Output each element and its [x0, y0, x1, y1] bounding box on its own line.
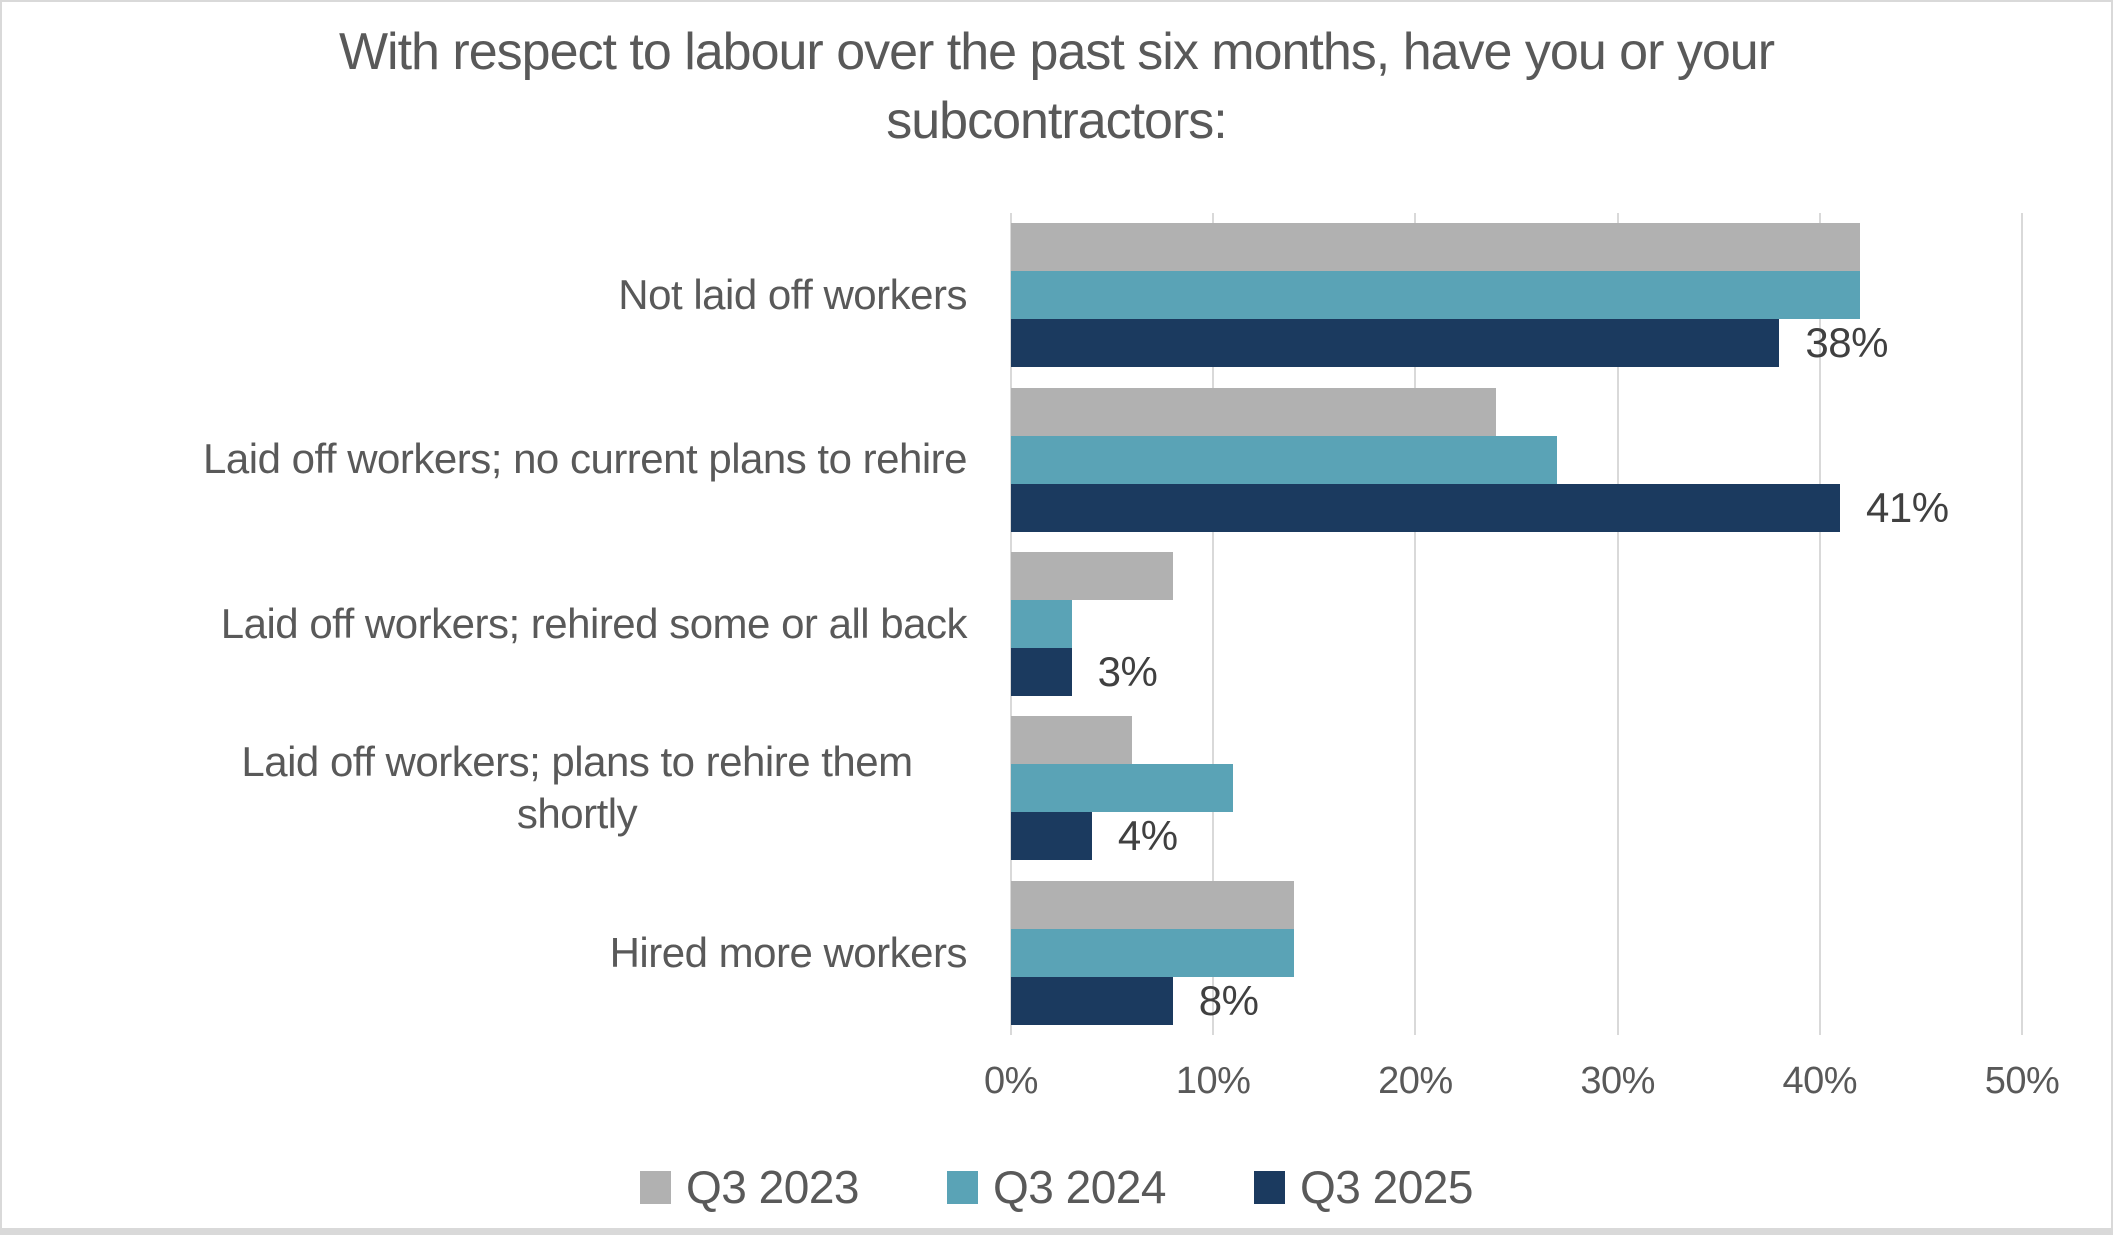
bar-q3-2023 [1011, 880, 1295, 929]
data-label: 41% [1866, 483, 1949, 531]
gridline [1414, 213, 1417, 1035]
category-label: Hired more workers [609, 928, 968, 976]
data-label: 3% [1097, 648, 1158, 696]
bar-q3-2024 [1011, 928, 1295, 977]
chart-title-line-1: With respect to labour over the past six… [338, 23, 1775, 81]
bar-q3-2025: 3% [1011, 648, 1158, 697]
legend-swatch-q3-2023 [640, 1170, 672, 1204]
category-label-row: Hired more workers [2, 871, 968, 1035]
chart-title: With respect to labour over the past six… [2, 18, 2111, 155]
axis-tick-label: 30% [1580, 1060, 1655, 1102]
data-label: 8% [1198, 976, 1259, 1024]
axis-tick-label: 20% [1378, 1060, 1453, 1102]
gridline [2021, 213, 2023, 1035]
category-label: Laid off workers; no current plans to re… [203, 435, 967, 483]
bar-q3-2023 [1011, 223, 1861, 272]
bar-q3-2024 [1011, 271, 1861, 320]
axis-tick-label: 10% [1175, 1060, 1251, 1102]
bar-q3-2024 [1011, 764, 1234, 813]
bar-group: 8% [1011, 871, 2022, 1035]
axis-tick-label: 0% [984, 1060, 1038, 1102]
data-label: 4% [1117, 812, 1178, 860]
category-label-row: Laid off workers; rehired some or all ba… [2, 542, 968, 706]
bar-group: 4% [1011, 706, 2022, 870]
category-label: Laid off workers; plans to rehire them s… [241, 737, 913, 838]
legend-label: Q3 2023 [686, 1161, 859, 1213]
axis-tick-label: 40% [1782, 1060, 1858, 1102]
bar-q3-2025: 41% [1011, 483, 1949, 532]
axis-tick-label: 50% [1984, 1060, 2060, 1102]
category-label-row: Not laid off workers [2, 213, 967, 377]
bar-group: 38% [1011, 213, 2022, 377]
gridline [1818, 213, 1821, 1035]
category-label-row: Laid off workers; plans to rehire them s… [2, 706, 967, 870]
bar-q3-2025: 4% [1011, 812, 1178, 861]
bar-q3-2024 [1011, 600, 1072, 649]
bar-group: 3% [1011, 542, 2022, 706]
legend-item-q3-2023: Q3 2023 [640, 1160, 859, 1214]
category-label: Laid off workers; rehired some or all ba… [220, 599, 968, 647]
legend-swatch-q3-2024 [947, 1170, 978, 1204]
bar-q3-2025: 8% [1011, 976, 1259, 1025]
legend-swatch-q3-2025 [1253, 1170, 1285, 1204]
category-label-row: Laid off workers; no current plans to re… [2, 377, 967, 541]
gridline [1616, 213, 1619, 1035]
category-axis: Not laid off workers Laid off workers; no… [2, 213, 1011, 1035]
bar-q3-2023 [1011, 716, 1133, 765]
bar-q3-2023 [1011, 552, 1173, 601]
chart-title-line-2: subcontractors: [886, 91, 1228, 150]
bar-q3-2025: 38% [1011, 319, 1888, 368]
legend-label: Q3 2024 [993, 1161, 1166, 1213]
legend: Q3 2023 Q3 2024 Q3 2025 [2, 1152, 2111, 1222]
value-axis: 0% 10% 20% 30% 40% 50% [984, 1060, 2060, 1106]
plot-area: 38% 41% 3% 4% 8% [1010, 213, 2023, 1035]
bar-q3-2023 [1011, 387, 1497, 436]
bar-q3-2024 [1011, 435, 1557, 484]
legend-label: Q3 2025 [1299, 1161, 1473, 1213]
data-label: 38% [1805, 319, 1888, 367]
legend-item-q3-2024: Q3 2024 [947, 1160, 1166, 1214]
legend-item-q3-2025: Q3 2025 [1253, 1160, 1473, 1214]
category-label: Not laid off workers [618, 270, 967, 318]
bar-group: 41% [1011, 377, 2022, 541]
gridline [1212, 213, 1215, 1035]
